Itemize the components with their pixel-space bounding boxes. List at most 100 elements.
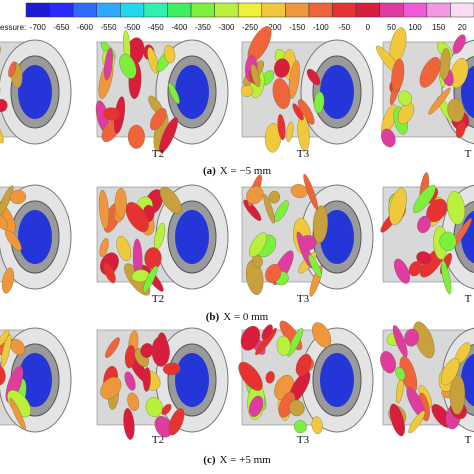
panel-rendering	[96, 327, 229, 440]
vortex-blob	[306, 68, 321, 86]
panel-rendering	[0, 184, 72, 294]
vortex-blob	[413, 184, 436, 214]
core	[175, 210, 209, 264]
vortex-blob	[245, 259, 264, 295]
vortex-blob	[124, 371, 136, 391]
core	[320, 353, 354, 407]
panel-label: T2	[152, 148, 164, 160]
vortex-blob	[98, 189, 110, 229]
vortex-blob	[389, 187, 407, 226]
vortex-blob	[127, 124, 145, 149]
panel-label: T2	[152, 434, 164, 446]
vortex-blob	[447, 191, 466, 225]
colorbar-label: -550	[101, 23, 118, 32]
caption-label: (b)	[206, 311, 220, 323]
vortex-blob	[312, 322, 332, 348]
vortex-blob	[1, 334, 12, 368]
vortex-blob	[2, 267, 15, 294]
core	[18, 65, 52, 119]
panel-rendering	[95, 30, 229, 153]
colorbar-label: -500	[124, 23, 141, 32]
vortex-blob	[104, 48, 113, 81]
vortex-blob	[380, 128, 396, 148]
colorbar-label: -650	[53, 23, 70, 32]
vortex-blob	[103, 107, 120, 121]
vortex-blob	[303, 173, 319, 211]
vortex-blob	[116, 235, 132, 261]
vortex-blob	[440, 358, 460, 386]
core	[320, 210, 354, 264]
vortex-blob	[298, 235, 317, 251]
vortex-blob	[449, 374, 466, 415]
vortex-blob	[0, 42, 1, 61]
vortex-blob	[292, 103, 304, 121]
vortex-blob	[145, 397, 163, 418]
colorbar-label: -50	[339, 23, 351, 32]
vortex-blob	[159, 117, 178, 153]
colorbar-label: 100	[408, 23, 422, 32]
vortex-blob	[103, 262, 116, 284]
vortex-blob	[0, 111, 4, 144]
colorbar-label: 50	[387, 23, 396, 32]
colorbar-swatch	[25, 2, 50, 18]
vortex-blob	[8, 61, 17, 78]
vortex-blob	[150, 108, 167, 131]
vortex-blob	[428, 87, 451, 115]
vortex-blob	[249, 232, 267, 258]
vortex-blob	[0, 215, 9, 230]
vortex-blob	[419, 57, 441, 88]
colorbar-swatch	[332, 2, 357, 18]
colorbar-label: -400	[171, 23, 188, 32]
panel-label: T3	[297, 148, 310, 160]
vortex-blob	[99, 237, 109, 257]
vortex-blob	[127, 392, 140, 411]
colorbar-swatch	[190, 2, 215, 18]
vortex-blob	[416, 251, 432, 265]
vortex-blob	[238, 361, 263, 391]
vortex-blob	[398, 90, 412, 107]
vortex-blob	[100, 376, 122, 400]
colorbar-swatch	[167, 2, 192, 18]
vortex-blob	[272, 78, 291, 109]
colorbar-label: 150	[432, 23, 446, 32]
vortex-blob	[261, 324, 273, 340]
vortex-blob	[408, 410, 426, 434]
colorbar-label: -300	[218, 23, 235, 32]
vortex-blob	[246, 185, 264, 205]
colorbar-label: -350	[195, 23, 212, 32]
vortex-blob	[168, 408, 185, 436]
core	[18, 210, 52, 264]
panel-rendering	[0, 327, 72, 433]
vortex-blob	[123, 408, 135, 440]
vortex-blob	[249, 395, 264, 417]
vortex-blob	[389, 403, 405, 437]
vortex-blob	[290, 184, 308, 198]
vortex-blob	[450, 58, 469, 89]
panel-rendering	[0, 39, 72, 145]
colorbar-swatch	[49, 2, 74, 18]
panel-rendering	[380, 172, 474, 295]
vortex-blob	[394, 258, 410, 284]
colorbar-swatch	[379, 2, 404, 18]
vortex-blob	[114, 187, 127, 219]
vortex-blob	[455, 121, 466, 139]
colorbar-label: 20	[458, 23, 467, 32]
caption-text: X = 0 mm	[223, 311, 268, 323]
panel-rendering	[380, 321, 474, 437]
vortex-blob	[250, 63, 261, 88]
vortex-blob	[0, 364, 6, 386]
panel-rendering	[241, 26, 374, 153]
labels: T2 T3 T (a) X = −5 mm T2 T3 T (b) X = 0 mm T2 T3 T (c…	[152, 148, 472, 466]
colorbar-label: 0	[366, 23, 371, 32]
vortex-blob	[0, 98, 8, 112]
caption: (c) X = +5 mm	[203, 454, 271, 466]
panel-label: T	[465, 148, 472, 160]
colorbar-swatch	[285, 2, 310, 18]
colorbar-label: -700	[30, 23, 47, 32]
colorbar-swatch	[261, 2, 286, 18]
vortex-blob	[380, 351, 396, 374]
colorbar-label: -450	[148, 23, 165, 32]
vortex-blob	[452, 34, 466, 54]
core	[175, 353, 209, 407]
vortex-blob	[447, 98, 465, 123]
